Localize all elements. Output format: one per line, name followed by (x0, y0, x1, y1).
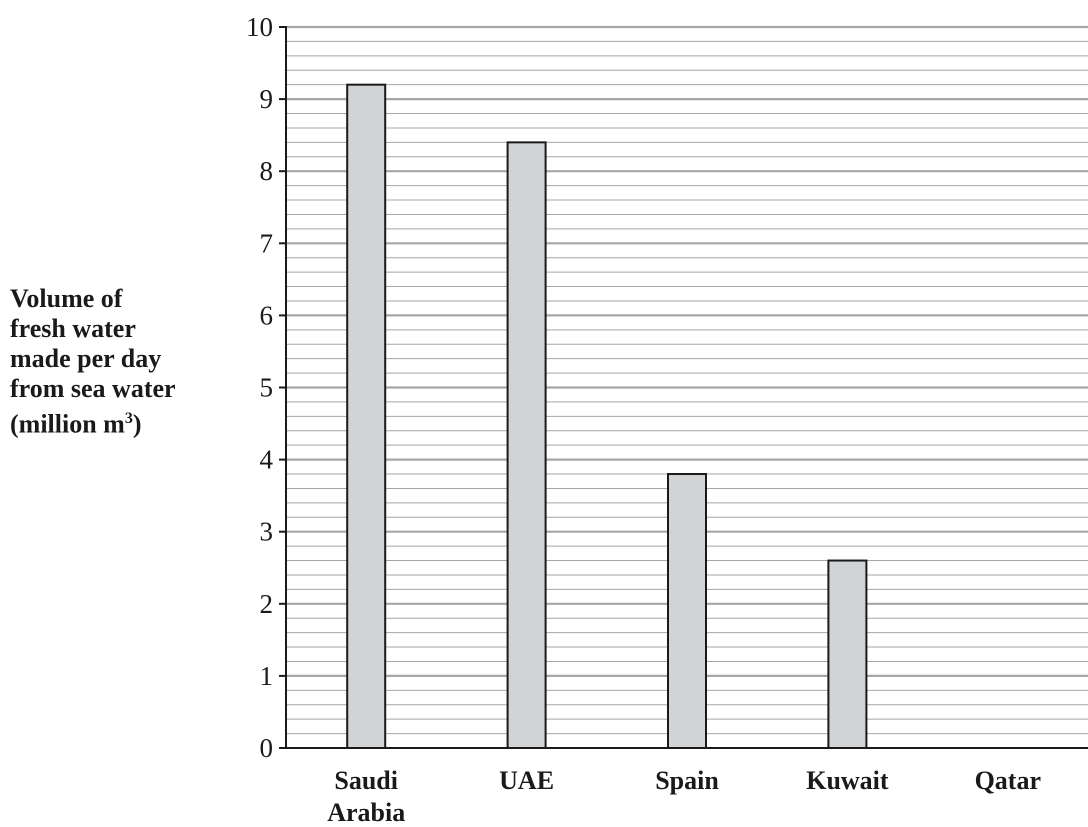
bar-kuwait (827, 559, 868, 749)
x-tick-label: Qatar (975, 766, 1041, 795)
y-axis-title-line-3: made per day (10, 344, 162, 373)
y-axis-title-line-2: fresh water (10, 314, 136, 343)
bar-spain (667, 473, 707, 749)
bar-saudi-arabia (346, 83, 387, 750)
y-axis-unit-suffix: ) (132, 409, 142, 439)
bars (346, 83, 868, 750)
y-axis-unit-prefix: (million m (10, 409, 125, 439)
y-axis-unit-sup: 3 (124, 410, 133, 427)
y-axis-title: Volume of fresh water made per day from … (10, 284, 220, 440)
y-tick-label: 3 (260, 517, 274, 547)
x-tick-label: Saudi (334, 766, 398, 795)
y-tick-label: 8 (260, 156, 274, 186)
y-tick-label: 5 (260, 373, 274, 403)
y-tick-label: 10 (246, 12, 273, 42)
axes (279, 26, 1088, 749)
y-tick-label: 0 (260, 733, 274, 763)
y-tick-label: 1 (260, 661, 274, 691)
y-tick-label: 4 (260, 445, 274, 475)
x-tick-label: Kuwait (806, 766, 889, 795)
y-tick-labels: 0 1 2 3 4 5 6 7 8 9 10 (246, 12, 274, 763)
x-tick-label: Arabia (327, 798, 405, 827)
y-axis-title-line-1: Volume of (10, 284, 123, 313)
bar-uae (506, 141, 547, 750)
y-tick-label: 9 (260, 84, 274, 114)
y-axis-title-unit: (million m3) (10, 404, 220, 440)
y-axis-title-line-4: from sea water (10, 374, 176, 403)
y-tick-label: 2 (260, 589, 274, 619)
x-tick-label: UAE (499, 766, 554, 795)
y-tick-label: 7 (260, 228, 274, 258)
y-tick-label: 6 (260, 300, 274, 330)
x-tick-labels: Saudi Arabia UAE Spain Kuwait Qatar (327, 766, 1041, 827)
x-tick-label: Spain (655, 766, 719, 795)
